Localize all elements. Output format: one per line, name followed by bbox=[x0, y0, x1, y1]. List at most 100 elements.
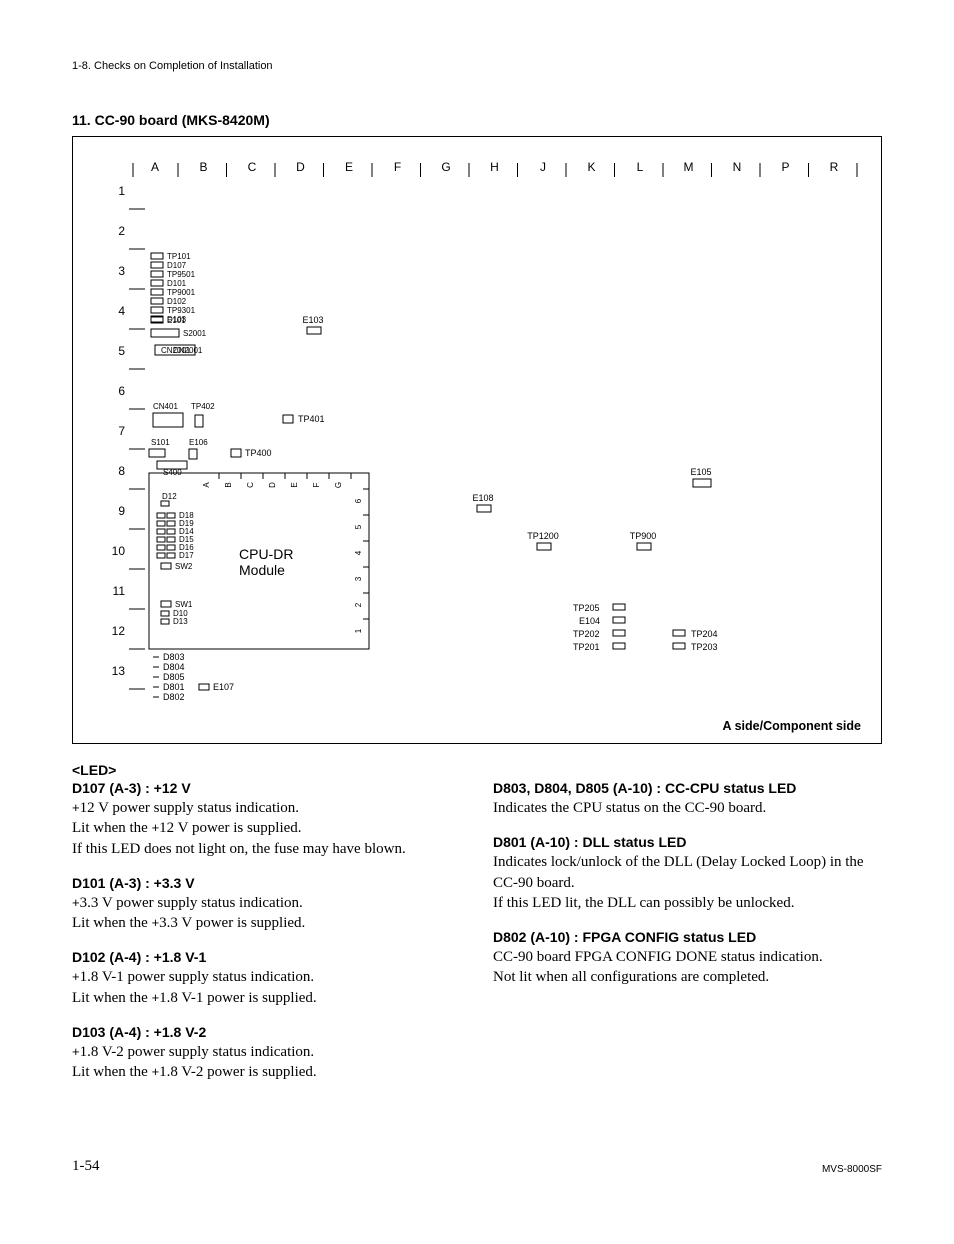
svg-text:D: D bbox=[268, 482, 277, 488]
svg-text:TP400: TP400 bbox=[245, 448, 272, 458]
led-entry: D803, D804, D805 (A-10) : CC-CPU status … bbox=[493, 780, 882, 818]
svg-text:L: L bbox=[637, 160, 644, 174]
svg-text:E106: E106 bbox=[189, 438, 208, 447]
svg-text:D13: D13 bbox=[173, 617, 188, 626]
entry-title: D107 (A-3) : +12 V bbox=[72, 780, 461, 796]
svg-text:11: 11 bbox=[113, 584, 126, 598]
svg-text:6: 6 bbox=[118, 384, 125, 398]
side-label: A side/Component side bbox=[93, 719, 861, 733]
svg-text:TP202: TP202 bbox=[573, 629, 600, 639]
led-entry: D802 (A-10) : FPGA CONFIG status LEDCC-9… bbox=[493, 929, 882, 988]
svg-text:E108: E108 bbox=[472, 493, 493, 503]
svg-text:TP203: TP203 bbox=[691, 642, 718, 652]
entry-body: +1.8 V-1 power supply status indication.… bbox=[72, 967, 461, 1008]
svg-text:D12: D12 bbox=[162, 492, 177, 501]
svg-text:D: D bbox=[296, 160, 305, 174]
svg-text:D803: D803 bbox=[163, 652, 185, 662]
svg-text:R: R bbox=[830, 160, 839, 174]
svg-text:CN2001: CN2001 bbox=[161, 346, 191, 355]
svg-text:TP205: TP205 bbox=[573, 603, 600, 613]
led-entry: D107 (A-3) : +12 V +12 V power supply sta… bbox=[72, 780, 461, 859]
svg-text:10: 10 bbox=[112, 544, 126, 558]
svg-text:TP1200: TP1200 bbox=[527, 531, 559, 541]
svg-text:E101: E101 bbox=[167, 316, 186, 325]
led-entry: D103 (A-4) : +1.8 V-2 +1.8 V-2 power supp… bbox=[72, 1024, 461, 1083]
svg-text:1: 1 bbox=[118, 184, 125, 198]
entry-title: D102 (A-4) : +1.8 V-1 bbox=[72, 949, 461, 965]
svg-text:F: F bbox=[312, 482, 321, 487]
entry-title: D803, D804, D805 (A-10) : CC-CPU status … bbox=[493, 780, 882, 796]
svg-text:4: 4 bbox=[118, 304, 125, 318]
svg-text:TP9301: TP9301 bbox=[167, 306, 196, 315]
svg-text:TP900: TP900 bbox=[630, 531, 657, 541]
svg-text:B: B bbox=[199, 160, 207, 174]
svg-text:3: 3 bbox=[118, 264, 125, 278]
svg-text:S101: S101 bbox=[151, 438, 170, 447]
svg-text:1: 1 bbox=[354, 628, 363, 633]
led-heading: <LED> bbox=[72, 762, 461, 778]
page-header: 1-8. Checks on Completion of Installatio… bbox=[72, 60, 882, 72]
svg-text:13: 13 bbox=[112, 664, 126, 678]
section-title: 11. CC-90 board (MKS-8420M) bbox=[72, 112, 882, 128]
svg-text:CN401: CN401 bbox=[153, 402, 178, 411]
diagram-svg: ABCDEFGHJKLMNPR12345678910111213TP101D10… bbox=[93, 153, 863, 711]
entry-body: +1.8 V-2 power supply status indication.… bbox=[72, 1042, 461, 1083]
entry-title: D103 (A-4) : +1.8 V-2 bbox=[72, 1024, 461, 1040]
led-entry: D801 (A-10) : DLL status LED Indicates lo… bbox=[493, 834, 882, 913]
entry-body: +12 V power supply status indication.Lit… bbox=[72, 798, 461, 859]
svg-text:G: G bbox=[334, 482, 343, 488]
svg-text:TP204: TP204 bbox=[691, 629, 718, 639]
entry-title: D801 (A-10) : DLL status LED bbox=[493, 834, 882, 850]
svg-text:E: E bbox=[290, 482, 299, 487]
svg-text:E105: E105 bbox=[690, 467, 711, 477]
svg-text:TP9501: TP9501 bbox=[167, 270, 196, 279]
svg-text:5: 5 bbox=[354, 524, 363, 529]
doc-id: MVS-8000SF bbox=[822, 1164, 882, 1175]
board-diagram: ABCDEFGHJKLMNPR12345678910111213TP101D10… bbox=[72, 136, 882, 744]
svg-text:K: K bbox=[587, 160, 595, 174]
entry-title: D101 (A-3) : +3.3 V bbox=[72, 875, 461, 891]
svg-text:2: 2 bbox=[354, 602, 363, 607]
entry-body: Indicates the CPU status on the CC-90 bo… bbox=[493, 798, 882, 818]
svg-text:J: J bbox=[540, 160, 546, 174]
svg-text:S2001: S2001 bbox=[183, 329, 207, 338]
svg-text:H: H bbox=[490, 160, 499, 174]
svg-text:8: 8 bbox=[118, 464, 125, 478]
svg-text:TP402: TP402 bbox=[191, 402, 215, 411]
svg-text:3: 3 bbox=[354, 576, 363, 581]
svg-text:5: 5 bbox=[118, 344, 125, 358]
svg-text:D101: D101 bbox=[167, 279, 187, 288]
entry-body: Indicates lock/unlock of the DLL (Delay … bbox=[493, 852, 882, 913]
svg-text:C: C bbox=[246, 482, 255, 488]
svg-text:A: A bbox=[151, 160, 159, 174]
led-entry: D102 (A-4) : +1.8 V-1 +1.8 V-1 power supp… bbox=[72, 949, 461, 1008]
svg-text:SW1: SW1 bbox=[175, 600, 193, 609]
page-footer: 1-54 MVS-8000SF bbox=[72, 1158, 882, 1175]
svg-text:D801: D801 bbox=[163, 682, 185, 692]
svg-text:M: M bbox=[684, 160, 694, 174]
svg-text:TP401: TP401 bbox=[298, 414, 325, 424]
svg-text:CPU-DR: CPU-DR bbox=[239, 546, 293, 562]
svg-text:P: P bbox=[781, 160, 789, 174]
svg-text:E: E bbox=[345, 160, 353, 174]
svg-text:D802: D802 bbox=[163, 692, 185, 702]
svg-text:C: C bbox=[248, 160, 257, 174]
svg-text:A: A bbox=[202, 482, 211, 488]
svg-text:E103: E103 bbox=[302, 315, 323, 325]
svg-text:6: 6 bbox=[354, 498, 363, 503]
svg-text:SW2: SW2 bbox=[175, 562, 193, 571]
svg-text:7: 7 bbox=[118, 424, 125, 438]
svg-text:TP101: TP101 bbox=[167, 252, 191, 261]
page-number: 1-54 bbox=[72, 1158, 100, 1175]
svg-text:F: F bbox=[394, 160, 401, 174]
left-column: <LED> D107 (A-3) : +12 V +12 V power supp… bbox=[72, 762, 461, 1098]
svg-text:D17: D17 bbox=[179, 551, 194, 560]
svg-text:E104: E104 bbox=[579, 616, 600, 626]
svg-text:D805: D805 bbox=[163, 672, 185, 682]
svg-text:12: 12 bbox=[112, 624, 126, 638]
svg-text:9: 9 bbox=[118, 504, 125, 518]
entry-body: +3.3 V power supply status indication.Li… bbox=[72, 893, 461, 934]
svg-text:4: 4 bbox=[354, 550, 363, 555]
svg-text:TP201: TP201 bbox=[573, 642, 600, 652]
svg-text:D102: D102 bbox=[167, 297, 187, 306]
